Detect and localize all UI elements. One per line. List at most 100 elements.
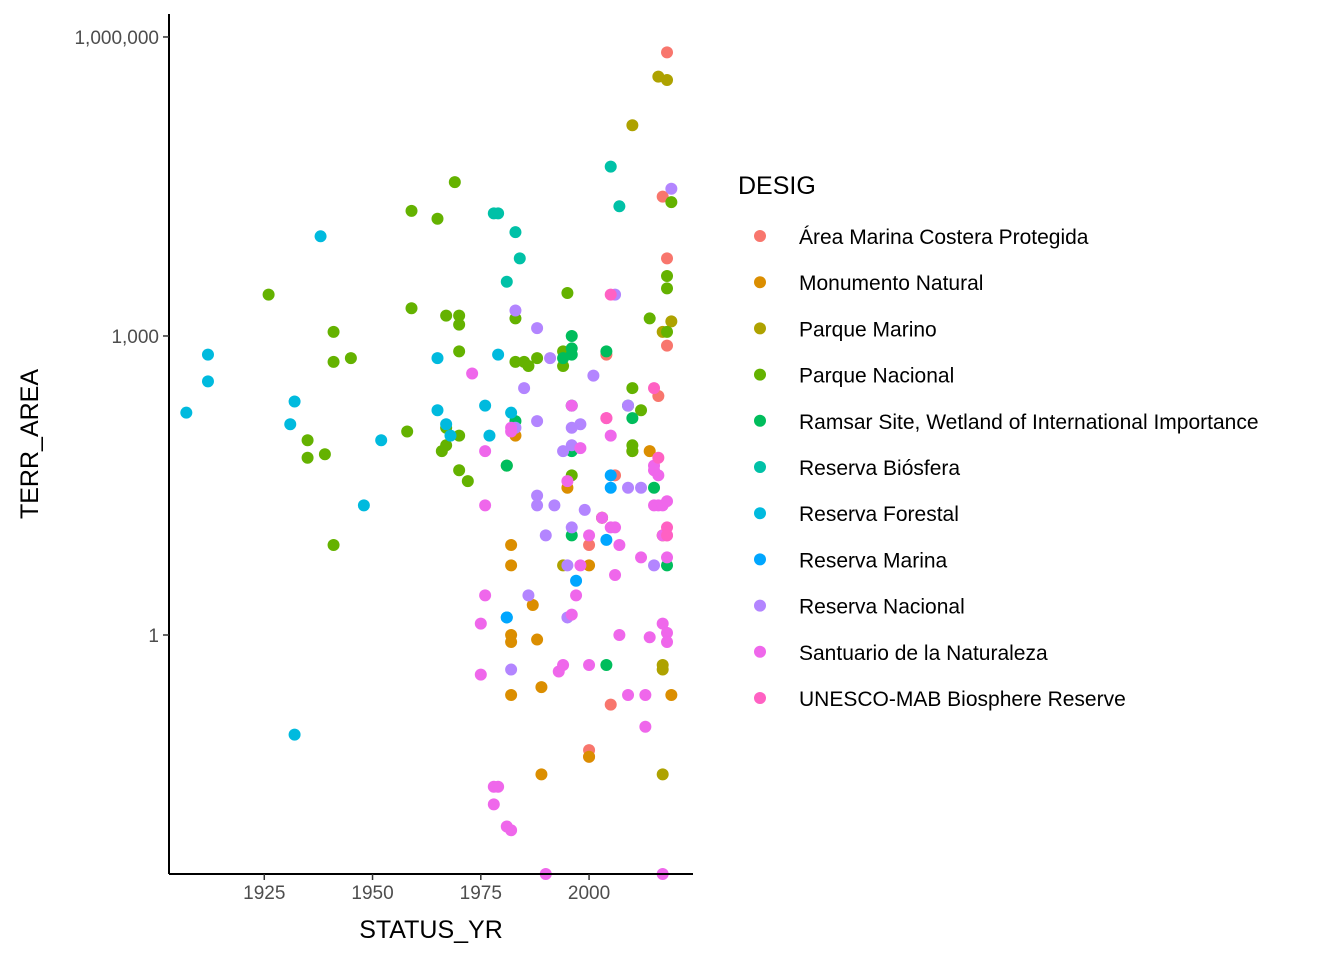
data-point — [301, 434, 314, 447]
data-point — [565, 608, 578, 621]
data-point — [535, 681, 548, 694]
data-point — [357, 499, 370, 512]
data-point — [613, 538, 626, 551]
data-point — [665, 315, 678, 328]
legend-label: Reserva Marina — [799, 549, 948, 572]
legend-key — [754, 276, 766, 289]
data-point — [561, 559, 574, 572]
y-axis-title: TERR_AREA — [16, 369, 44, 519]
data-point — [284, 418, 297, 431]
data-point — [583, 538, 596, 551]
data-point — [600, 533, 613, 546]
data-point — [288, 728, 301, 741]
data-point — [661, 252, 674, 265]
legend-label: Parque Marino — [799, 318, 937, 341]
legend-key — [754, 599, 766, 612]
data-point — [596, 511, 609, 524]
data-point — [613, 200, 626, 213]
data-point — [535, 768, 548, 781]
data-point — [626, 412, 639, 425]
data-point — [522, 589, 535, 602]
data-point — [431, 404, 444, 417]
data-point — [661, 551, 674, 564]
data-point — [440, 439, 453, 452]
data-point — [513, 252, 526, 265]
data-point — [604, 288, 617, 301]
legend-key — [754, 368, 766, 381]
data-point — [561, 475, 574, 488]
data-point — [500, 275, 513, 288]
data-point — [665, 182, 678, 195]
data-point — [604, 481, 617, 494]
legend-label: Área Marina Costera Protegida — [799, 226, 1089, 249]
data-point — [431, 212, 444, 225]
data-point — [656, 617, 669, 630]
data-point — [405, 204, 418, 217]
data-point — [565, 329, 578, 342]
data-point — [643, 312, 656, 325]
data-point — [635, 481, 648, 494]
data-point — [479, 399, 492, 412]
legend-key — [754, 230, 766, 242]
data-point — [483, 429, 496, 442]
data-point — [505, 636, 518, 649]
data-point — [492, 207, 505, 220]
data-point — [492, 780, 505, 793]
axes — [168, 14, 693, 875]
data-point — [609, 521, 622, 534]
data-point — [622, 481, 635, 494]
data-point — [622, 689, 635, 702]
data-point — [604, 429, 617, 442]
data-point — [665, 689, 678, 702]
data-point — [583, 658, 596, 671]
data-point — [570, 574, 583, 587]
data-point — [479, 589, 492, 602]
data-point — [648, 481, 661, 494]
data-point — [509, 226, 522, 239]
data-point — [604, 698, 617, 711]
data-point — [652, 451, 665, 464]
data-point — [604, 469, 617, 482]
data-point — [453, 429, 466, 442]
data-point — [609, 568, 622, 581]
x-tick-label: 1975 — [460, 883, 502, 904]
data-point — [375, 434, 388, 447]
data-point — [201, 375, 214, 388]
data-point — [453, 345, 466, 358]
y-tick-label: 1,000,000 — [74, 28, 159, 49]
data-point — [474, 668, 487, 681]
data-point — [661, 626, 674, 639]
data-point — [643, 631, 656, 644]
points-layer — [180, 46, 678, 880]
data-point — [444, 429, 457, 442]
data-point — [474, 617, 487, 630]
data-point — [466, 367, 479, 380]
data-point — [652, 469, 665, 482]
data-point — [626, 119, 639, 132]
legend-label: Monumento Natural — [799, 272, 983, 295]
data-point — [613, 628, 626, 641]
data-point — [639, 720, 652, 733]
legend-label: Santuario de la Naturaleza — [799, 642, 1048, 665]
data-point — [574, 442, 587, 455]
data-point — [262, 288, 275, 301]
data-point — [518, 382, 531, 395]
legend-key — [754, 507, 766, 520]
data-point — [583, 529, 596, 542]
data-point — [661, 46, 674, 59]
data-point — [661, 529, 674, 542]
data-point — [661, 74, 674, 87]
data-point — [453, 464, 466, 477]
data-point — [544, 352, 557, 365]
data-point — [500, 459, 513, 472]
legend-items: Área Marina Costera Protegida Monumento N… — [754, 226, 1259, 711]
data-point — [557, 445, 570, 458]
data-point — [583, 559, 596, 572]
data-point — [661, 636, 674, 649]
data-point — [574, 559, 587, 572]
data-point — [526, 598, 539, 611]
data-point — [201, 348, 214, 361]
data-point — [600, 412, 613, 425]
y-tick-label: 1,000 — [111, 327, 159, 348]
